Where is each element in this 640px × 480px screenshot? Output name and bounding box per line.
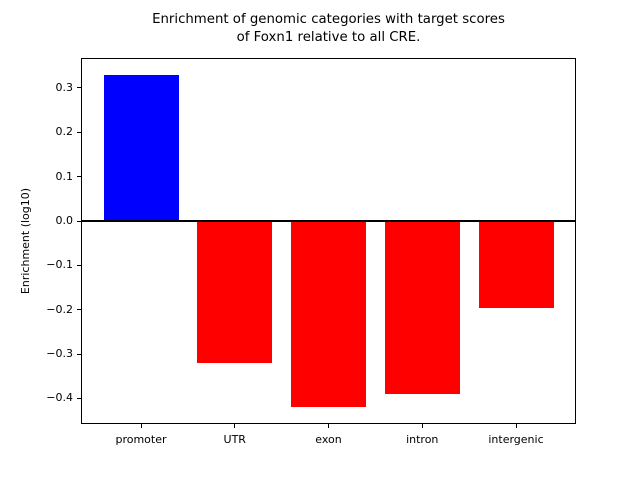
x-tick xyxy=(421,424,423,428)
y-tick-label: 0.3 xyxy=(55,80,74,94)
y-tick-label: −0.4 xyxy=(46,391,73,405)
bar-exon xyxy=(291,221,366,408)
y-tick-label: 0.0 xyxy=(55,214,74,228)
x-tick xyxy=(234,424,236,428)
bar-intergenic xyxy=(478,221,554,308)
x-tick-label-promoter: promoter xyxy=(115,433,167,446)
y-tick xyxy=(77,397,81,399)
y-tick xyxy=(77,87,81,89)
x-tick-label-exon: exon xyxy=(315,433,342,446)
plot-area xyxy=(81,58,576,424)
y-tick xyxy=(77,176,81,178)
chart-title: Enrichment of genomic categories with ta… xyxy=(152,12,505,45)
y-tick-label: −0.3 xyxy=(46,347,73,361)
y-tick xyxy=(77,309,81,311)
y-tick xyxy=(77,353,81,355)
x-tick-label-intron: intron xyxy=(406,433,439,446)
y-tick-label: −0.1 xyxy=(46,258,73,272)
y-tick-label: 0.1 xyxy=(55,169,74,183)
x-tick-label-intergenic: intergenic xyxy=(488,433,544,446)
bar-intron xyxy=(384,221,460,395)
x-tick xyxy=(328,424,329,428)
x-tick-label-utr: UTR xyxy=(223,433,246,446)
y-tick-label: −0.2 xyxy=(46,302,73,316)
bar-promoter xyxy=(103,74,179,222)
y-tick xyxy=(77,264,81,266)
y-axis-label: Enrichment (log10) xyxy=(19,187,32,295)
zero-line xyxy=(81,220,576,223)
x-tick xyxy=(515,424,517,428)
bar-utr xyxy=(197,221,273,363)
y-tick xyxy=(77,131,81,133)
y-tick-label: 0.2 xyxy=(55,125,74,139)
x-tick xyxy=(140,424,142,428)
y-tick xyxy=(77,220,81,222)
